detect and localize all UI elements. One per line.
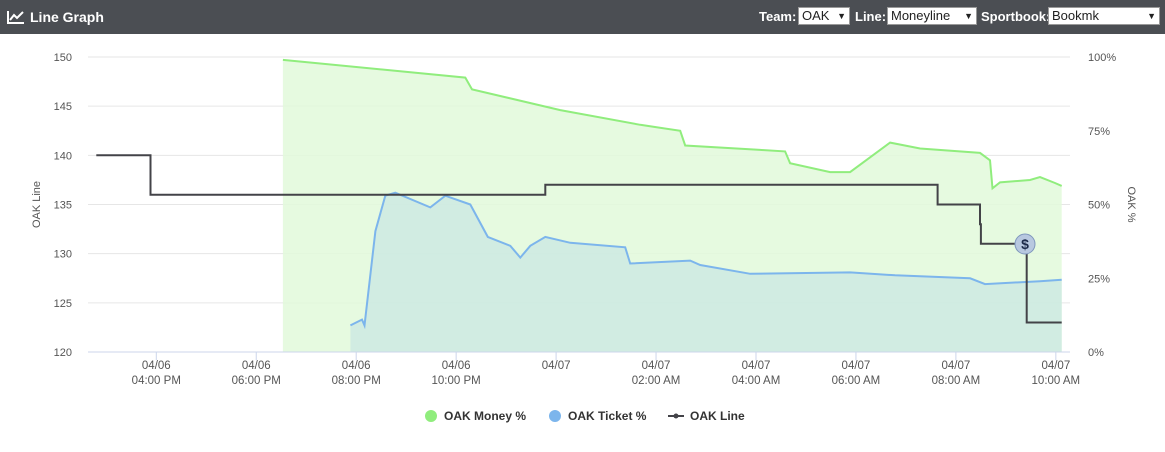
y-tick-label: 150 [54, 52, 72, 64]
badge-circle [1014, 233, 1036, 255]
legend-symbol [549, 410, 561, 422]
x-tick-label: 04/06 10:00 PM [431, 360, 481, 387]
sportsbook-label: Sportbook: [981, 9, 1051, 24]
area-fill [350, 192, 1062, 352]
y-tick-label: 120 [54, 347, 72, 359]
legend-label: OAK Line [690, 409, 745, 423]
y-tick-label: 130 [54, 249, 72, 261]
y-tick-label: 145 [54, 101, 72, 113]
chart-icon [7, 11, 24, 24]
team-select[interactable]: OAK [798, 7, 850, 25]
line-select[interactable]: Moneyline [887, 7, 977, 25]
line-change-badge: $ [1014, 233, 1036, 255]
legend-symbol [673, 413, 679, 419]
line-label: Line: [855, 9, 887, 24]
x-tick-label: 04/07 08:00 AM [931, 360, 981, 387]
legend-label: OAK Money % [444, 409, 526, 423]
y-axis-title: OAK Line [31, 181, 43, 228]
y2-tick-label: 75% [1088, 126, 1110, 138]
y-tick-label: 125 [54, 298, 72, 310]
sportsbook-select[interactable]: Bookmk [1048, 7, 1160, 25]
header-title: Line Graph [30, 9, 104, 25]
x-tick-label: 04/07 02:00 AM [631, 360, 681, 387]
team-label: Team: [759, 9, 797, 24]
x-tick-label: 04/06 08:00 PM [331, 360, 381, 387]
legend-label: OAK Ticket % [568, 409, 647, 423]
y2-tick-label: 100% [1088, 52, 1116, 64]
x-tick-label: 04/07 10:00 AM [1031, 360, 1081, 387]
header-bar: Line Graph Team: OAK Line: Moneyline Spo… [0, 0, 1165, 34]
y-tick-label: 140 [54, 150, 72, 162]
legend-symbol [425, 410, 437, 422]
x-tick-label: 04/06 04:00 PM [131, 360, 181, 387]
x-tick-label: 04/07 06:00 AM [831, 360, 881, 387]
x-tick-label: 04/06 06:00 PM [231, 360, 281, 387]
y2-tick-label: 0% [1088, 347, 1104, 359]
badge-icon: $ [1021, 236, 1029, 252]
y-tick-label: 135 [54, 200, 72, 212]
y2-tick-label: 50% [1088, 200, 1110, 212]
x-tick-label: 04/07 04:00 AM [731, 360, 781, 387]
y2-tick-label: 25% [1088, 273, 1110, 285]
y2-axis-title: OAK % [1125, 186, 1137, 222]
x-tick-label: 04/07 [541, 360, 571, 372]
series-line [282, 58, 1063, 191]
